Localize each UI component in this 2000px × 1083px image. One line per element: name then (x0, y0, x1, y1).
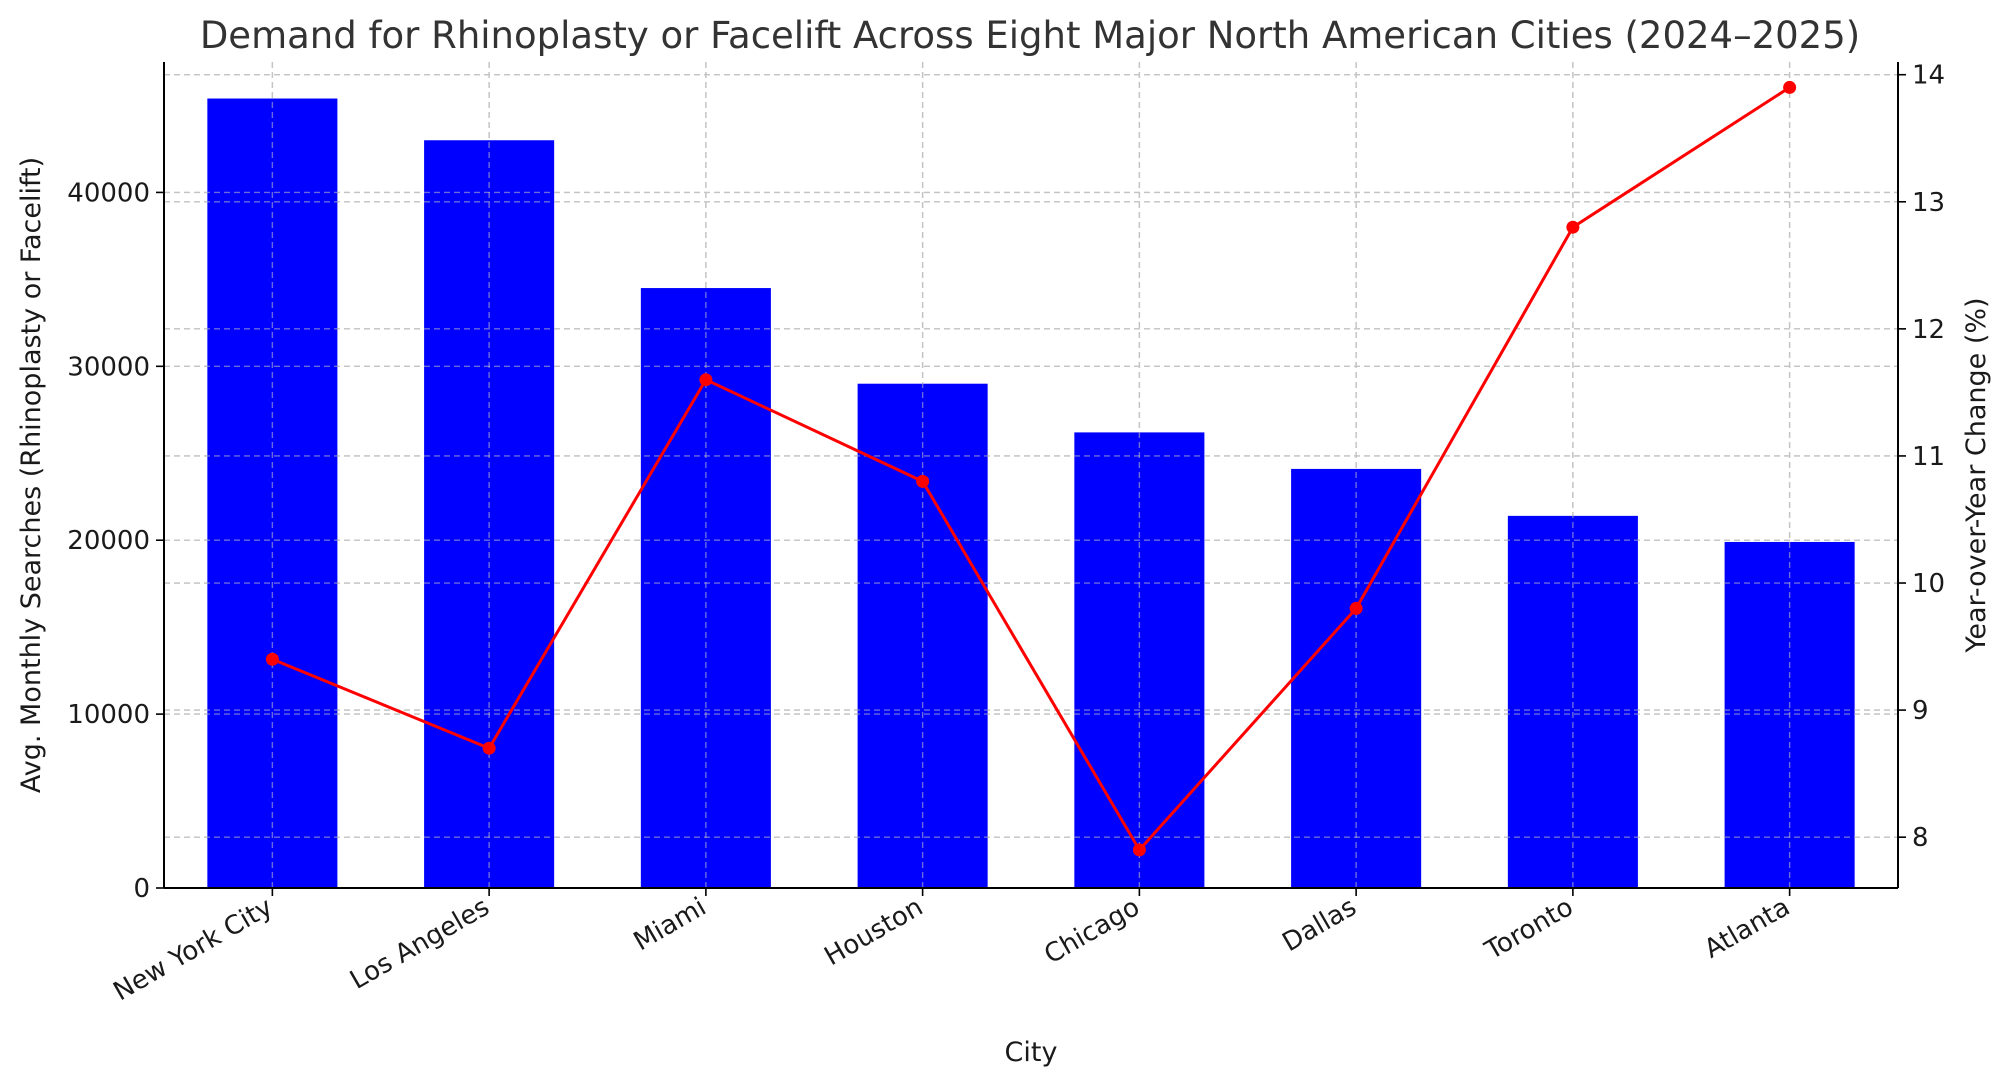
bar (640, 288, 771, 888)
yoy-change-point (916, 474, 930, 488)
y2-tick-label: 8 (1912, 823, 1929, 853)
y2-tick-label: 11 (1912, 442, 1945, 472)
bar (1074, 432, 1205, 888)
y-tick-label: 20000 (67, 526, 150, 556)
y-tick-label: 30000 (67, 352, 150, 382)
yoy-change-point (699, 373, 713, 387)
y-axis-label: Avg. Monthly Searches (Rhinoplasty or Fa… (16, 157, 47, 793)
yoy-change-point (1349, 601, 1363, 615)
y2-tick-label: 9 (1912, 696, 1929, 726)
y-tick-label: 10000 (67, 700, 150, 730)
y2-tick-label: 14 (1912, 61, 1945, 91)
yoy-change-point (482, 741, 496, 755)
y2-tick-label: 10 (1912, 569, 1945, 599)
yoy-change-line (271, 86, 1791, 853)
bars-layer (164, 62, 1898, 889)
yoy-change-point (1783, 80, 1797, 94)
bar (1291, 468, 1422, 888)
line-layer (265, 80, 1797, 857)
x-axis-label: City (1005, 1037, 1058, 1068)
yoy-change-point (1132, 843, 1146, 857)
y2-tick-label: 13 (1912, 188, 1945, 218)
yoy-change-point (265, 652, 279, 666)
chart-title: Demand for Rhinoplasty or Facelift Acros… (200, 14, 1860, 57)
y2-axis-label: Year-over-Year Change (%) (1961, 297, 1992, 653)
yoy-change-point (1566, 220, 1580, 234)
y-tick-label: 0 (133, 874, 150, 904)
y-tick-label: 40000 (67, 178, 150, 208)
y2-tick-label: 12 (1912, 315, 1945, 345)
